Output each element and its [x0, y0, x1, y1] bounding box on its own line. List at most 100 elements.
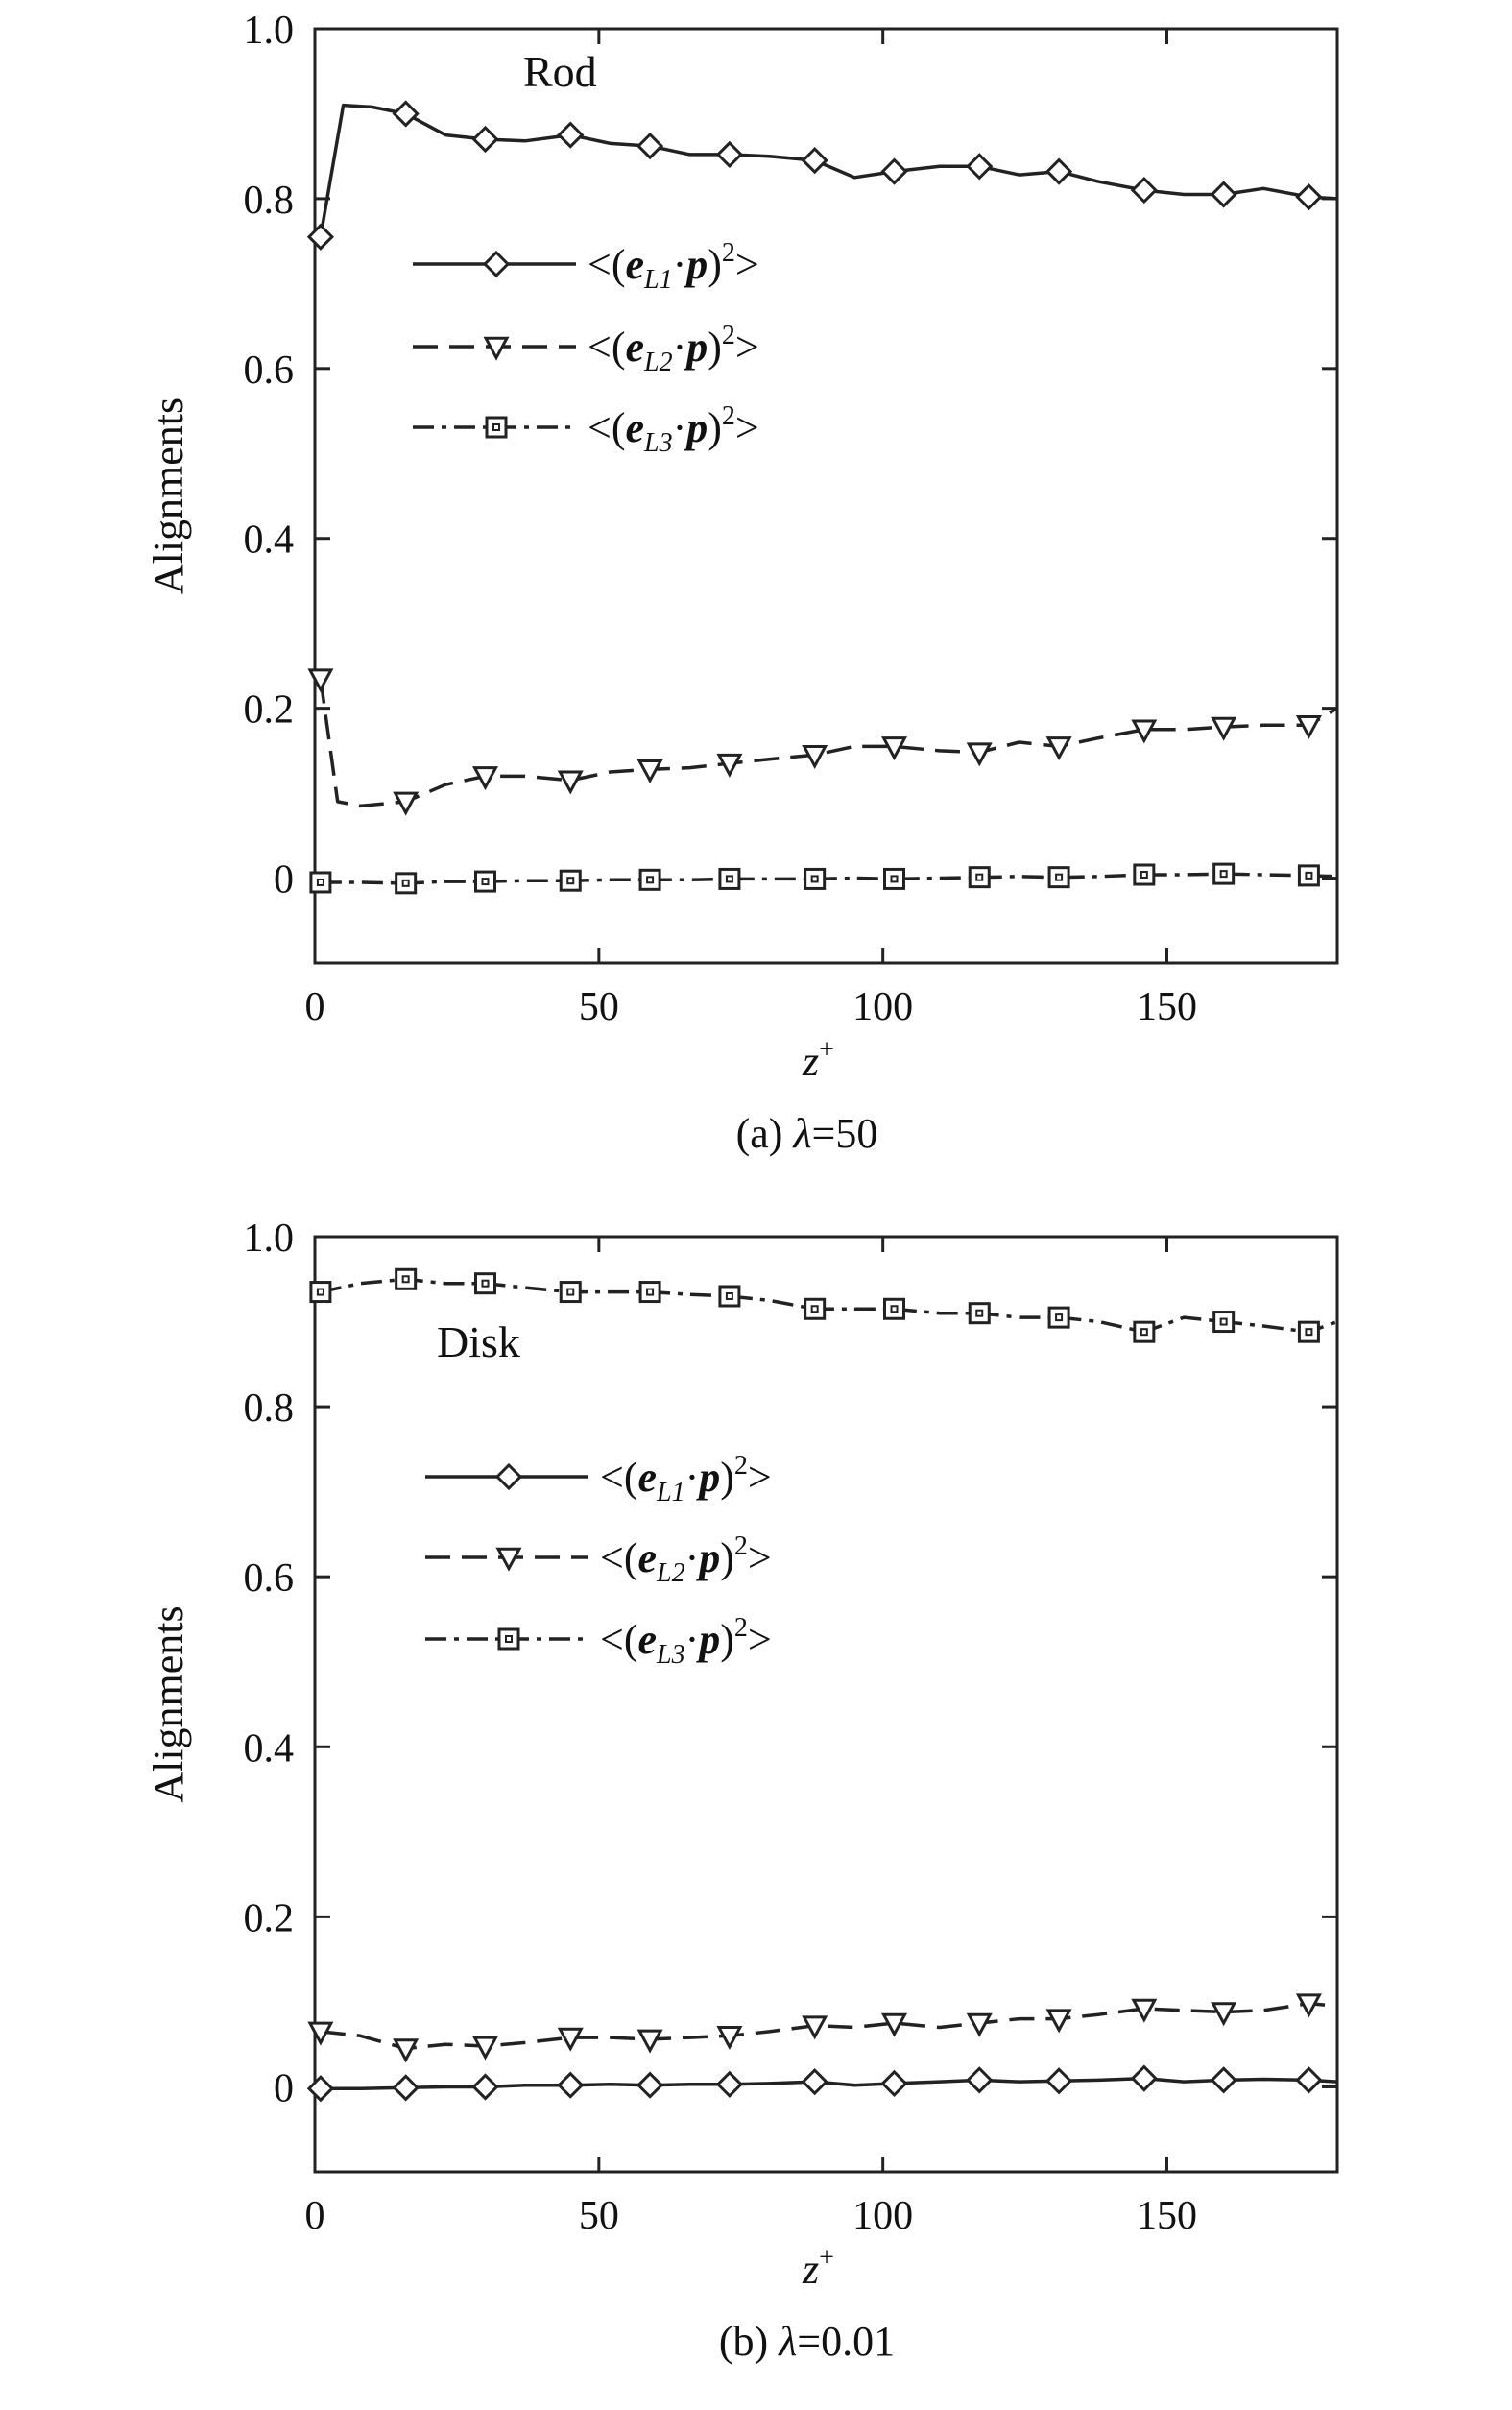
data-point-L1 [471, 2073, 499, 2101]
legend-marker-L3 [485, 416, 508, 439]
data-point-L2 [802, 2015, 828, 2040]
data-point-L2 [636, 759, 663, 784]
panel-label: Disk [437, 1317, 520, 1366]
data-point-L1 [1130, 176, 1158, 205]
data-point-L1 [1295, 183, 1323, 211]
data-point-L1 [1130, 2064, 1158, 2092]
data-point-L3 [1212, 1311, 1236, 1334]
y-tick-label: 0.2 [244, 1896, 295, 1940]
data-point-L2 [557, 2027, 584, 2052]
legend-marker-L2 [483, 336, 510, 361]
chart-panel-rod: 00.20.40.60.81.00 50 100 150Alignmentsz+(a)… [145, 9, 1339, 1157]
legend-marker-L1 [494, 1462, 523, 1491]
y-tick-label: 0.4 [244, 1726, 295, 1771]
y-tick-label: 0 [274, 858, 294, 903]
data-point-L1 [1295, 2066, 1323, 2094]
legend-marker-L2 [495, 1547, 522, 1572]
legend-entry-L3: <(eL3·p)2> [413, 401, 759, 458]
panel-caption: (a) λ=50 [736, 1110, 878, 1157]
series-line-L1 [319, 103, 1338, 237]
caption-prefix: (a) [736, 1110, 794, 1157]
y-tick-label: 0 [274, 2066, 294, 2110]
data-point-L3 [395, 1267, 418, 1290]
legend-marker-L1 [482, 250, 511, 278]
data-point-L3 [1297, 864, 1320, 887]
x-tick-label: 100 [852, 2194, 913, 2238]
legend-label-L1: <(eL1·p)2> [600, 1451, 772, 1507]
series-L2 [307, 668, 1338, 816]
data-point-L2 [636, 2029, 663, 2054]
data-point-L1 [801, 2068, 828, 2096]
data-point-L3 [1047, 1306, 1070, 1329]
data-point-L3 [1297, 1320, 1320, 1343]
data-point-L2 [716, 753, 743, 778]
x-axis-label-var: z [802, 1038, 819, 1085]
y-tick-label: 0.8 [244, 179, 295, 223]
data-point-L1 [636, 2071, 664, 2099]
data-point-L1 [715, 2070, 744, 2098]
y-tick-label: 0.2 [244, 688, 295, 733]
series-L2 [307, 1993, 1338, 2063]
data-point-L2 [1211, 2002, 1237, 2027]
data-point-L1 [880, 157, 908, 185]
data-point-L3 [968, 1302, 991, 1325]
legend-entry-L2: <(eL2·p)2> [425, 1531, 772, 1588]
data-point-L3 [804, 1297, 827, 1320]
legend-label-L1: <(eL1·p)2> [588, 238, 759, 295]
data-point-L2 [1211, 716, 1237, 741]
x-axis-label: z+ [802, 2243, 834, 2293]
data-point-L1 [966, 2066, 994, 2094]
data-point-L2 [471, 2036, 499, 2061]
panel-label: Rod [523, 47, 597, 96]
data-point-L2 [393, 2038, 420, 2063]
data-point-L3 [1047, 866, 1070, 889]
data-point-L1 [392, 2074, 420, 2102]
legend-entry-L2: <(eL2·p)2> [413, 321, 759, 377]
data-point-L1 [471, 125, 499, 154]
data-point-L1 [801, 146, 828, 175]
y-tick-label: 0.6 [244, 349, 295, 393]
legend-label-L3: <(eL3·p)2> [588, 401, 759, 458]
data-point-L2 [307, 668, 334, 693]
x-tick-label: 0 [305, 2194, 325, 2238]
data-point-L3 [474, 870, 496, 893]
data-point-L2 [716, 2026, 743, 2051]
data-point-L1 [1044, 157, 1073, 185]
data-point-L3 [559, 869, 582, 892]
plot-frame [313, 27, 1339, 965]
y-tick-label: 0.4 [244, 518, 295, 563]
data-point-L2 [1295, 715, 1322, 740]
data-point-L3 [395, 872, 418, 895]
data-point-L2 [393, 791, 420, 816]
legend-entry-L1: <(eL1·p)2> [425, 1451, 772, 1507]
data-point-L3 [883, 867, 905, 890]
x-tick-label: 50 [579, 985, 619, 1029]
data-point-L2 [880, 736, 908, 761]
x-axis-label: z+ [802, 1035, 834, 1085]
x-tick-label: 100 [852, 985, 913, 1029]
data-point-L1 [557, 121, 585, 149]
data-point-L1 [557, 2071, 585, 2099]
data-point-L3 [718, 1285, 741, 1308]
data-point-L3 [1212, 862, 1236, 885]
data-point-L1 [880, 2069, 908, 2098]
data-point-L1 [1210, 2066, 1237, 2094]
data-point-L3 [309, 1281, 332, 1304]
data-point-L3 [968, 866, 991, 889]
y-tick-label: 0.6 [244, 1556, 295, 1601]
data-point-L2 [307, 2021, 334, 2046]
data-point-L3 [638, 868, 661, 891]
data-point-L3 [718, 867, 741, 890]
series-L1 [306, 100, 1338, 251]
data-point-L2 [557, 770, 584, 795]
x-tick-label: 50 [579, 2194, 619, 2238]
caption-symbol: λ [791, 1110, 811, 1157]
data-point-L2 [1295, 1993, 1322, 2018]
data-point-L1 [966, 153, 994, 181]
data-point-L3 [309, 871, 332, 894]
data-point-L3 [559, 1281, 582, 1304]
data-point-L2 [471, 766, 499, 791]
data-point-L3 [804, 867, 827, 890]
caption-prefix: (b) [719, 2318, 779, 2365]
